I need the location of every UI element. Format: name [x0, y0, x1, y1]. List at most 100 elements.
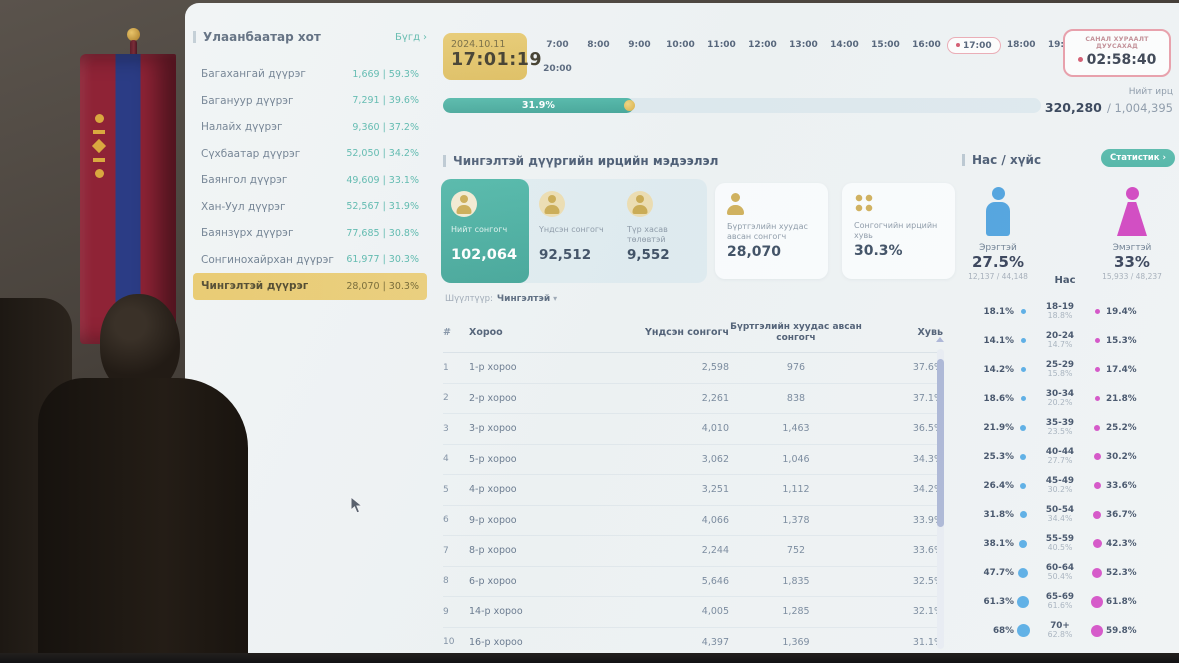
female-dot-icon	[1091, 624, 1103, 637]
stat-label: Үндсэн сонгогч	[539, 225, 604, 234]
section-title: Чингэлтэй дүүргийн ирцийн мэдээлэл	[443, 154, 718, 168]
accent-bar	[962, 154, 965, 166]
district-name: Сүхбаатар дүүрэг	[201, 147, 301, 160]
age-female-pct: 59.8%	[1106, 625, 1137, 636]
male-dot-icon	[1020, 396, 1026, 401]
female-dot-icon	[1094, 367, 1100, 372]
district-row[interactable]: Сүхбаатар дүүрэг 52,050 | 34.2%	[193, 141, 427, 168]
main-voters: 5,646	[701, 575, 729, 587]
filter-chip[interactable]: Шүүлтүүр: Чингэлтэй ▾	[445, 294, 557, 304]
age-range: 25-29	[1045, 359, 1075, 370]
row-num: 3	[443, 423, 449, 434]
hour-marker: 9:00	[628, 40, 651, 50]
stat-card[interactable]: Үндсэн сонгогч 92,512	[529, 179, 617, 283]
stat-card[interactable]: Бүртгэлийн хуудас авсан сонгогч 28,070	[715, 183, 828, 279]
district-row[interactable]: Чингэлтэй дүүрэг 28,070 | 30.3%	[193, 273, 427, 300]
age-breakdown-list: 18.1% 18-19 18.8% 19.4% 14.1% 20-24 14.7% …	[956, 297, 1174, 645]
district-turnout-value: 52,567 | 31.9%	[346, 201, 419, 213]
col-main-voters: Үндсэн сонгогч	[645, 327, 729, 338]
main-voters: 3,251	[701, 484, 729, 496]
district-name: Чингэлтэй дүүрэг	[201, 280, 309, 293]
row-num: 7	[443, 545, 449, 556]
table-row: 1 1-р хороо 2,598 976 37.6%	[443, 353, 943, 384]
female-dot-icon	[1092, 539, 1102, 548]
age-total-pct: 30.2%	[1047, 485, 1073, 495]
age-female-pct: 21.8%	[1106, 393, 1137, 404]
district-row[interactable]: Багануур дүүрэг 7,291 | 39.6%	[193, 88, 427, 115]
district-row[interactable]: Налайх дүүрэг 9,360 | 37.2%	[193, 114, 427, 141]
age-range: 20-24	[1045, 330, 1075, 341]
dropdown-icon: ▾	[553, 294, 558, 303]
turnout-pct: 34.3%	[912, 453, 943, 465]
age-male-pct: 18.1%	[983, 306, 1014, 317]
age-total-pct: 18.8%	[1047, 311, 1073, 321]
col-percent: Хувь	[917, 327, 943, 338]
stat-card[interactable]: Түр хасав төлөвтэй 9,552	[617, 179, 705, 283]
countdown-dot-icon	[1077, 57, 1083, 62]
stat-card[interactable]: Сонгогчийн ирцийн хувь 30.3%	[842, 183, 955, 279]
person-head	[100, 294, 180, 394]
turnout-pct: 33.9%	[912, 514, 943, 526]
age-female-pct: 61.8%	[1106, 596, 1137, 607]
female-dot-icon	[1094, 396, 1100, 401]
view-all-link[interactable]: Бүгд ›	[395, 31, 427, 43]
main-voters: 3,062	[701, 453, 729, 465]
khoroo-name: 16-р хороо	[469, 636, 523, 648]
chevron-right-icon: ›	[423, 31, 427, 43]
district-turnout-value: 49,609 | 33.1%	[346, 174, 419, 186]
age-row: 47.7% 60-64 50.4% 52.3%	[956, 558, 1174, 587]
scroll-up-arrow[interactable]	[936, 337, 944, 342]
age-male-pct: 14.1%	[983, 335, 1014, 346]
statistics-grid-icon	[854, 193, 874, 213]
sheets-taken: 1,285	[782, 606, 810, 618]
age-male-pct: 31.8%	[983, 509, 1014, 520]
district-name: Багануур дүүрэг	[201, 94, 294, 107]
khoroo-name: 14-р хороо	[469, 606, 523, 618]
sheets-taken: 976	[786, 362, 806, 374]
age-total-pct: 23.5%	[1047, 427, 1073, 437]
mouse-cursor	[350, 495, 364, 518]
turnout-pct: 31.1%	[912, 636, 943, 648]
female-dot-icon	[1091, 595, 1103, 608]
age-row: 18.6% 30-34 20.2% 21.8%	[956, 384, 1174, 413]
turnout-pct: 32.5%	[912, 575, 943, 587]
district-row[interactable]: Баянгол дүүрэг 49,609 | 33.1%	[193, 167, 427, 194]
age-male-pct: 38.1%	[983, 538, 1014, 549]
table-scrollbar[interactable]	[937, 349, 944, 649]
age-male-pct: 68%	[992, 625, 1014, 636]
age-range: 40-44	[1045, 446, 1075, 457]
district-row[interactable]: Багахангай дүүрэг 1,669 | 59.3%	[193, 61, 427, 88]
stat-card[interactable]: Нийт сонгогч 102,064	[441, 179, 529, 283]
row-num: 9	[443, 606, 449, 617]
age-total-pct: 50.4%	[1047, 572, 1073, 582]
scrollbar-thumb[interactable]	[937, 359, 944, 527]
registered-voter-icon	[727, 193, 749, 215]
district-turnout-value: 28,070 | 30.3%	[346, 280, 419, 292]
district-row[interactable]: Баянзүрх дүүрэг 77,685 | 30.8%	[193, 220, 427, 247]
hour-marker: 7:00	[546, 40, 569, 50]
khoroo-name: 4-р хороо	[469, 484, 517, 496]
age-male-pct: 21.9%	[983, 422, 1014, 433]
age-range: 70+	[1050, 620, 1070, 631]
district-row[interactable]: Хан-Уул дүүрэг 52,567 | 31.9%	[193, 194, 427, 221]
age-female-pct: 19.4%	[1106, 306, 1137, 317]
voter-stat-cards: Нийт сонгогч 102,064 Үндсэн сонгогч 92,5…	[441, 179, 707, 283]
district-turnout-value: 9,360 | 37.2%	[352, 121, 419, 133]
countdown-value: 02:58:40	[1065, 52, 1169, 68]
sidebar-header: Улаанбаатар хот Бүгд ›	[193, 25, 427, 49]
age-row: 38.1% 55-59 40.5% 42.3%	[956, 529, 1174, 558]
countdown-label: САНАЛ ХУРААЛТ ДУУСАХАД	[1085, 36, 1149, 50]
statistics-button[interactable]: Статистик ›	[1101, 149, 1175, 167]
filter-value: Чингэлтэй	[496, 294, 551, 304]
female-percent: 33%	[1114, 253, 1150, 271]
age-row: 18.1% 18-19 18.8% 19.4%	[956, 297, 1174, 326]
male-dot-icon	[1020, 424, 1026, 431]
female-dot-icon	[1093, 510, 1101, 519]
stat-label: Бүртгэлийн хуудас авсан сонгогч	[727, 222, 808, 241]
khoroo-name: 5-р хороо	[469, 453, 517, 465]
district-name: Баянгол дүүрэг	[201, 174, 288, 187]
district-row[interactable]: Сонгинохайрхан дүүрэг 61,977 | 30.3%	[193, 247, 427, 274]
district-turnout-value: 1,669 | 59.3%	[352, 68, 419, 80]
stat-value: 30.3%	[854, 243, 903, 259]
age-total-pct: 20.2%	[1047, 398, 1073, 408]
